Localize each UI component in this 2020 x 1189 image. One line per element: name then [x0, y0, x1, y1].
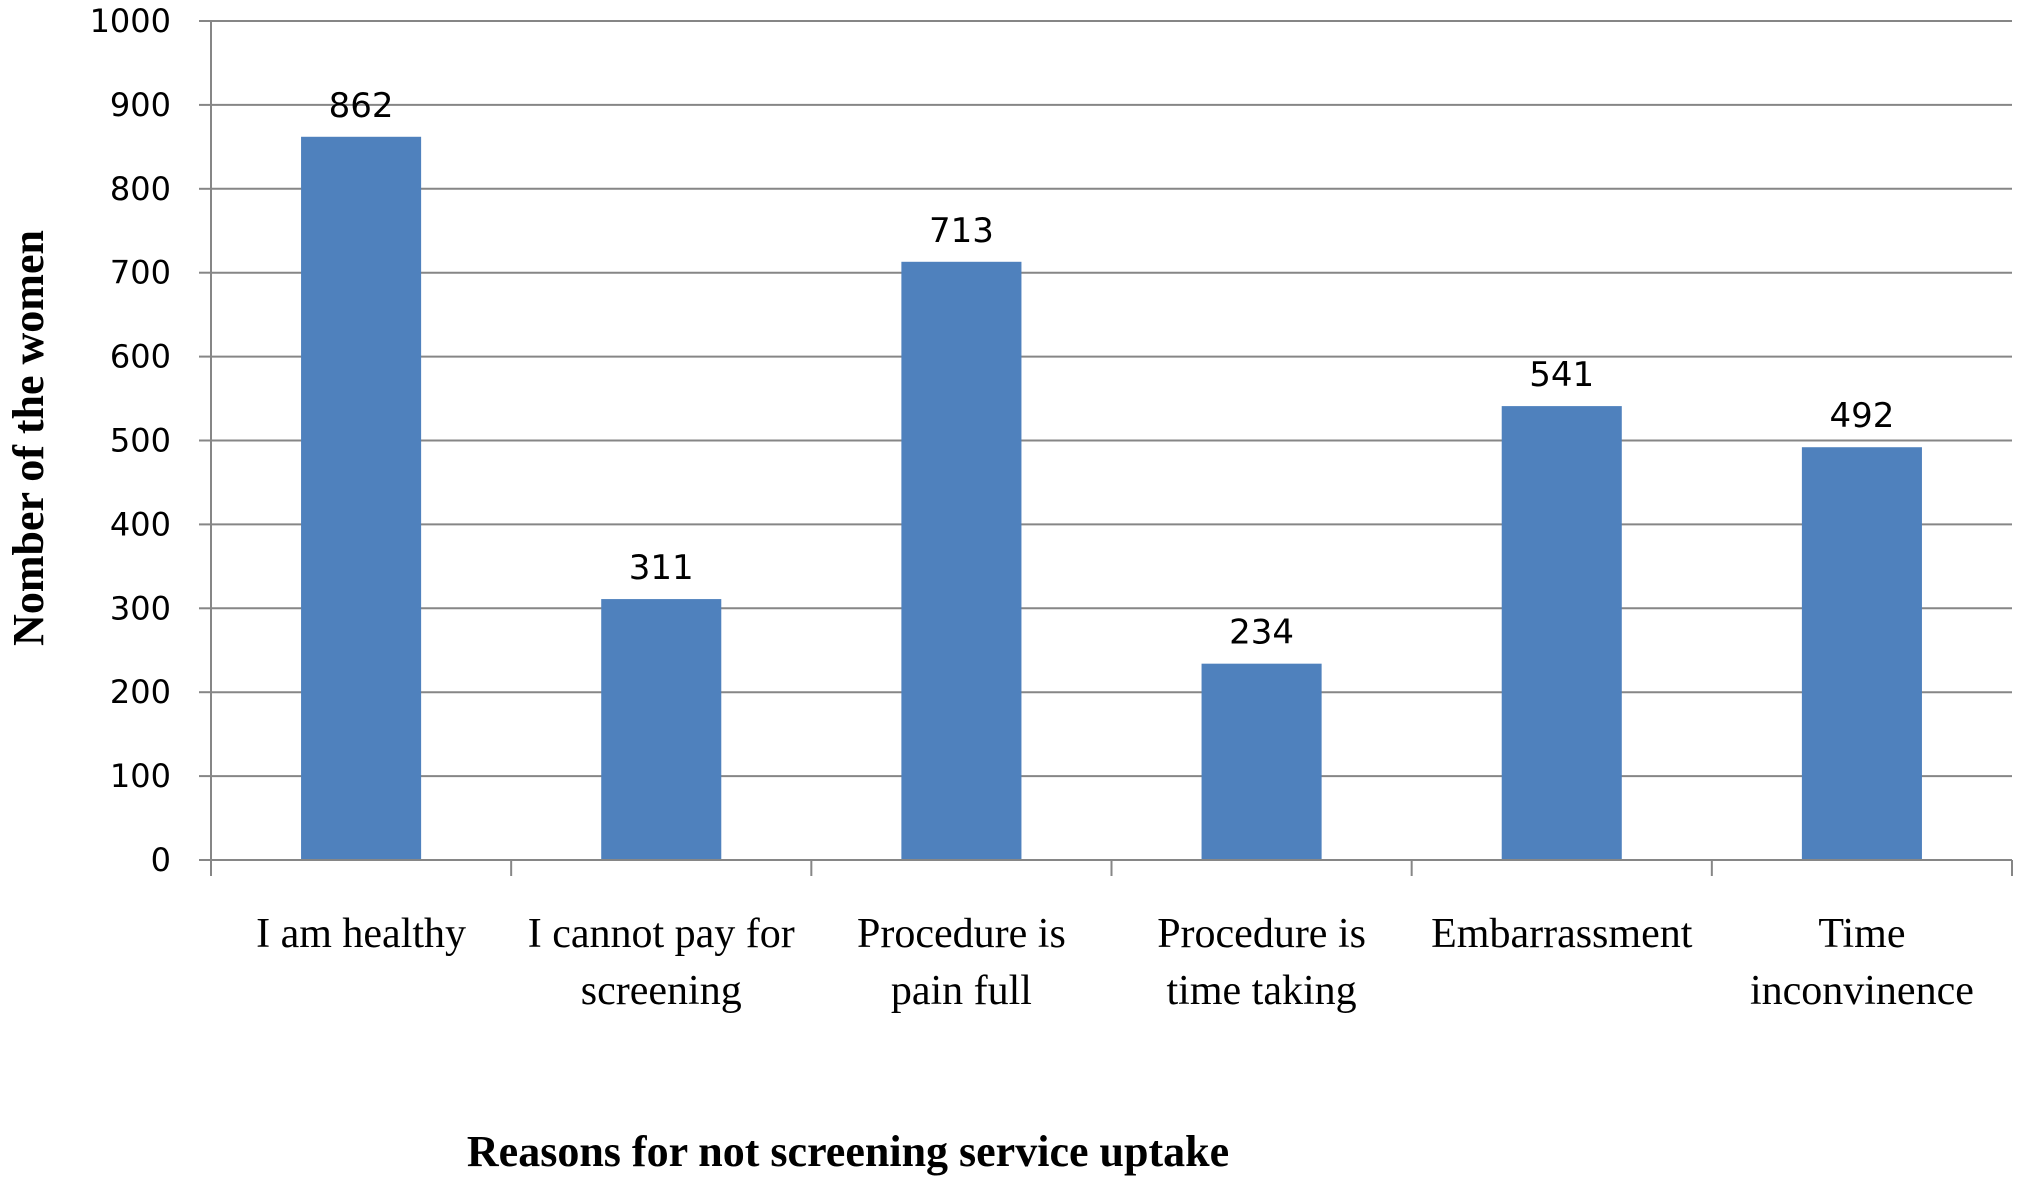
data-labels: 862 311 713 234 541 492 [329, 86, 1895, 653]
y-tick-label: 100 [110, 757, 171, 795]
bar [1201, 663, 1322, 860]
y-tick-label: 600 [110, 338, 171, 376]
category-label: screening [581, 968, 742, 1014]
y-tick-label: 900 [110, 86, 171, 124]
y-tick-label: 200 [110, 673, 171, 711]
bar [1801, 447, 1922, 860]
bar [601, 599, 722, 860]
data-label: 862 [329, 86, 394, 126]
y-tick-label: 800 [110, 170, 171, 208]
y-tick-label: 0 [151, 841, 171, 879]
y-tick-label: 500 [110, 422, 171, 460]
bar [301, 136, 422, 861]
category-label: I cannot pay for [528, 911, 795, 957]
bar [901, 261, 1022, 861]
y-tick-label: 1000 [90, 2, 171, 40]
gridlines [211, 20, 2012, 778]
category-label: Procedure is [1157, 911, 1366, 957]
data-label: 713 [929, 211, 994, 251]
data-label: 234 [1229, 613, 1294, 653]
x-axis-title: Reasons for not screening service uptake [467, 1127, 1229, 1176]
y-tick-labels: 0 100 200 300 400 500 600 700 800 900 1000 [90, 2, 171, 879]
category-label: Embarrassment [1431, 911, 1693, 957]
y-tick-label: 700 [110, 254, 171, 292]
y-tick-label: 400 [110, 505, 171, 543]
category-label: I am healthy [256, 911, 466, 957]
category-label: pain full [891, 968, 1032, 1014]
y-axis-title: Nomber of the women [4, 230, 53, 646]
category-labels: I am healthy I cannot pay for screening Pro… [256, 911, 1974, 1014]
data-label: 541 [1529, 355, 1594, 395]
category-label: Time [1818, 911, 1905, 957]
category-label: inconvinence [1750, 968, 1974, 1014]
axes [199, 20, 2013, 876]
bars [301, 136, 1922, 861]
bar [1501, 406, 1622, 860]
y-tick-label: 300 [110, 589, 171, 627]
data-label: 311 [629, 548, 694, 588]
category-label: time taking [1167, 968, 1357, 1014]
data-label: 492 [1829, 396, 1894, 436]
category-label: Procedure is [857, 911, 1066, 957]
